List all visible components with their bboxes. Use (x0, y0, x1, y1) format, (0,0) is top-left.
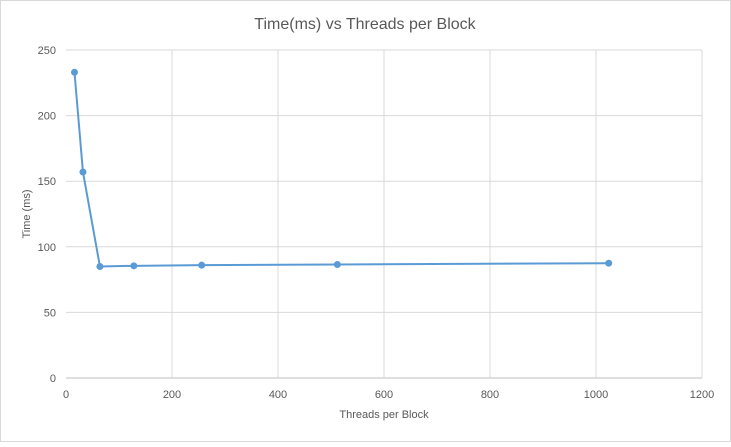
data-point (96, 262, 104, 270)
data-series (70, 68, 613, 270)
y-tick-label: 100 (38, 242, 56, 254)
data-point (333, 261, 341, 269)
y-tick-label: 200 (38, 111, 56, 123)
chart-title: Time(ms) vs Threads per Block (254, 16, 476, 33)
y-tick-label: 0 (50, 373, 56, 385)
x-tick-label: 400 (269, 389, 287, 401)
axes: 0 50 100 150 200 250 0 200 400 600 800 1000 1200 (38, 45, 715, 401)
y-tick-label: 250 (38, 45, 56, 57)
x-tick-label: 1200 (690, 389, 714, 401)
x-tick-label: 200 (163, 389, 181, 401)
data-point (605, 259, 613, 267)
data-point (130, 262, 138, 270)
y-axis-title: Time (ms) (21, 189, 33, 238)
y-tick-label: 150 (38, 176, 56, 188)
x-tick-label: 0 (63, 389, 69, 401)
x-tick-label: 600 (375, 389, 393, 401)
data-point (198, 261, 206, 269)
gridlines (66, 49, 703, 379)
x-axis-title: Threads per Block (339, 409, 429, 421)
x-tick-label: 1000 (584, 389, 608, 401)
y-tick-label: 50 (44, 307, 56, 319)
data-point (79, 168, 87, 176)
data-point (70, 68, 78, 76)
x-tick-label: 800 (481, 389, 499, 401)
